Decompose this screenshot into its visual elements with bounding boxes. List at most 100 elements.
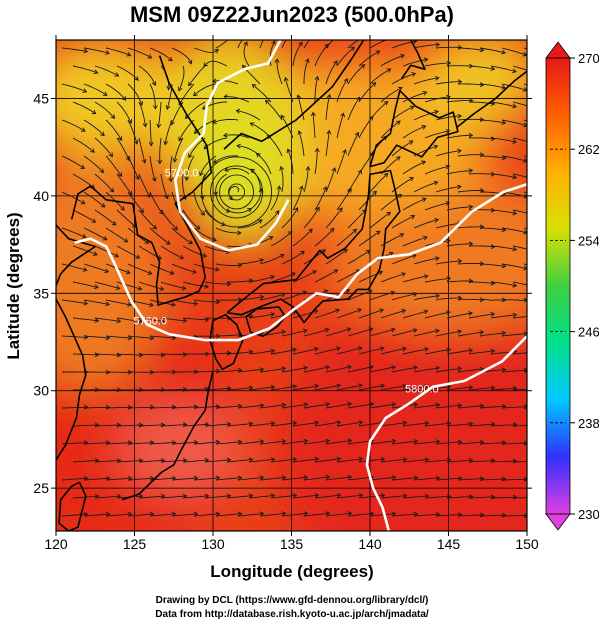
streamline-arrowhead (368, 327, 374, 333)
streamline (94, 459, 121, 463)
streamline-arrowhead (321, 249, 326, 254)
streamline-arrowhead (446, 276, 452, 282)
streamline-arrowhead (358, 493, 364, 498)
streamline-arrowhead (314, 420, 320, 426)
streamline-arrowhead (324, 43, 329, 49)
streamline-arrowhead (371, 82, 377, 87)
streamline-arrowhead (281, 475, 287, 481)
map-title: MSM 09Z22Jun2023 (500.0hPa) (130, 2, 454, 27)
streamline (105, 227, 128, 243)
streamline-arrowhead (133, 139, 139, 145)
streamline-arrowhead (121, 96, 127, 101)
streamline (94, 101, 115, 119)
streamline-arrowhead (268, 236, 274, 241)
5760-contour-label: 5760.0 (133, 315, 167, 327)
streamline-arrowhead (166, 85, 172, 91)
height-contours: 5760.0 5800.0 5700.0 (74, 40, 527, 531)
streamline-arrowhead (369, 401, 375, 407)
streamline (171, 406, 198, 409)
streamline (523, 299, 527, 301)
streamline-arrowhead (202, 253, 208, 258)
map-plot-area: 5760.0 5800.0 5700.0 (55, 33, 539, 532)
streamline-arrowhead (270, 457, 276, 463)
streamline (215, 173, 228, 196)
streamline-arrowhead (233, 33, 237, 37)
temp-warm-se (275, 293, 527, 531)
streamline (446, 243, 473, 247)
low-circulation-ring (210, 165, 264, 219)
streamline (314, 309, 340, 319)
streamline-arrowhead (125, 156, 131, 162)
streamline (402, 125, 426, 139)
streamline (83, 47, 110, 54)
streamline-arrowhead (411, 72, 417, 77)
streamline (413, 219, 439, 229)
streamline (512, 137, 527, 142)
streamline (369, 366, 396, 373)
streamline (83, 119, 105, 136)
streamline-arrowhead (336, 420, 342, 426)
streamline-arrowhead (215, 266, 220, 272)
streamline (490, 101, 517, 108)
streamline-arrowhead (187, 59, 193, 65)
streamline (413, 367, 440, 373)
streamline-arrowhead (100, 203, 106, 208)
streamline-arrowhead (501, 512, 507, 518)
streamline-arrowhead (135, 254, 141, 259)
streamline-arrowhead (490, 311, 496, 317)
streamline-arrowhead (347, 364, 352, 370)
streamline (281, 367, 308, 373)
streamline-arrowhead (215, 368, 221, 374)
streamline (149, 299, 176, 306)
streamline (446, 280, 473, 283)
streamline-arrowhead (248, 385, 254, 391)
streamline-arrowhead (195, 225, 201, 230)
streamline (325, 328, 351, 337)
streamline-arrowhead (395, 156, 401, 161)
streamline (105, 335, 132, 339)
streamline-arrowhead (165, 105, 171, 110)
streamline-arrowhead (358, 420, 364, 426)
streamline-arrowhead (342, 149, 347, 154)
streamline-arrowhead (274, 58, 280, 63)
streamline-arrowhead (347, 401, 353, 407)
streamline (83, 83, 108, 96)
streamline (193, 441, 220, 445)
streamline-arrowhead (479, 82, 485, 88)
streamline-arrowhead (251, 83, 257, 89)
streamline-arrowhead (99, 168, 105, 174)
streamline (226, 315, 253, 319)
streamline-arrowhead (94, 352, 100, 358)
streamline (94, 281, 120, 289)
streamline (391, 254, 417, 265)
streamline-arrowhead (535, 496, 539, 500)
streamline-arrowhead (151, 177, 157, 182)
streamline (369, 212, 391, 229)
streamline (281, 476, 308, 481)
low-circulation-ring (228, 183, 246, 201)
streamline-arrowhead (212, 78, 217, 84)
streamline-arrowhead (188, 239, 194, 244)
streamline-arrowhead (446, 347, 452, 353)
streamline (435, 222, 462, 229)
streamline-arrowhead (203, 62, 209, 67)
streamline-arrowhead (281, 329, 287, 335)
streamline (413, 77, 439, 85)
streamline (270, 348, 297, 355)
streamline-arrowhead (134, 76, 139, 81)
streamline-arrowhead (303, 402, 309, 408)
streamline-arrowhead (352, 228, 358, 234)
streamline-arrowhead (199, 194, 205, 200)
streamline (435, 404, 462, 409)
streamline-arrowhead (215, 511, 221, 517)
streamline-arrowhead (501, 84, 507, 90)
streamline-arrowhead (276, 185, 282, 191)
streamline (347, 250, 371, 265)
streamline-arrowhead (468, 168, 474, 174)
streamline (457, 298, 484, 301)
streamline-arrowhead (314, 147, 320, 153)
streamline-arrowhead (212, 237, 217, 242)
streamline (358, 494, 385, 499)
streamline (424, 311, 450, 319)
streamline (164, 119, 173, 145)
